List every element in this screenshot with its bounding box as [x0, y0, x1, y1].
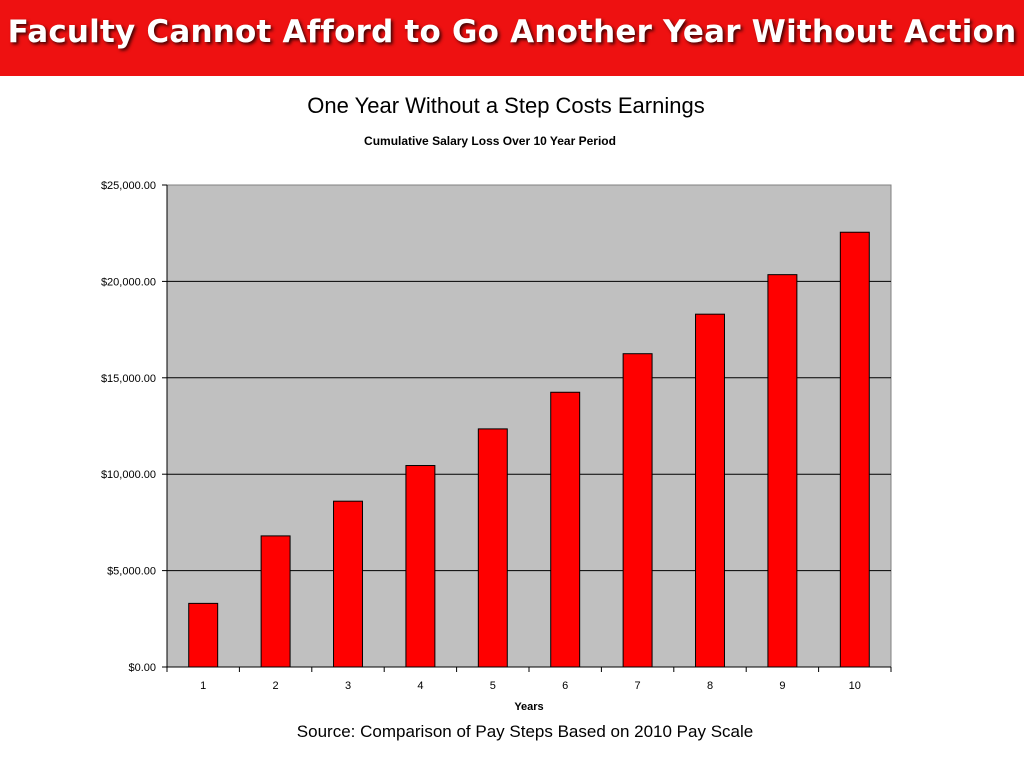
x-tick-labels: 1 2 3 4 5 6 7 8 9 10: [200, 680, 861, 692]
x-axis-label: Years: [514, 701, 543, 713]
bar-year-4: [405, 465, 436, 668]
bar-year-9: [767, 274, 798, 668]
bar-year-2: [260, 535, 291, 668]
y-tick-label: $25,000.00: [101, 180, 156, 192]
bar-year-7: [622, 353, 653, 668]
source-note: Source: Comparison of Pay Steps Based on…: [296, 722, 754, 741]
chart-title: Cumulative Salary Loss Over 10 Year Peri…: [364, 134, 616, 148]
x-tick-label: 7: [635, 680, 641, 692]
bar-year-3: [333, 500, 363, 668]
x-tick-label: 2: [273, 680, 279, 692]
title-banner: [0, 0, 1024, 76]
y-tick-label: $5,000.00: [107, 566, 156, 578]
bar-year-8: [695, 313, 725, 668]
y-tick-label: $15,000.00: [101, 373, 156, 385]
y-tick-label: $10,000.00: [101, 469, 156, 481]
x-tick-label: 3: [345, 680, 351, 692]
x-tick-label: 4: [417, 680, 423, 692]
bar-year-5: [477, 428, 508, 668]
bar-year-10: [839, 231, 870, 668]
x-tick-label: 1: [200, 680, 206, 692]
y-tick-label: $20,000.00: [101, 276, 156, 288]
bars: [188, 231, 870, 668]
x-tick-label: 6: [562, 680, 568, 692]
y-tick-label: $0.00: [128, 662, 156, 674]
x-tick-label: 9: [779, 680, 785, 692]
slide-title: Faculty Cannot Afford to Go Another Year…: [7, 14, 1017, 50]
x-tick-label: 5: [490, 680, 496, 692]
axes: [162, 184, 892, 672]
x-tick-label: 10: [849, 680, 861, 692]
bar-year-6: [550, 391, 581, 668]
x-tick-label: 8: [707, 680, 713, 692]
bar-year-1: [188, 602, 219, 668]
y-tick-labels: $0.00 $5,000.00 $10,000.00 $15,000.00 $20,00…: [101, 180, 156, 674]
slide-heading: One Year Without a Step Costs Earnings: [307, 93, 705, 118]
